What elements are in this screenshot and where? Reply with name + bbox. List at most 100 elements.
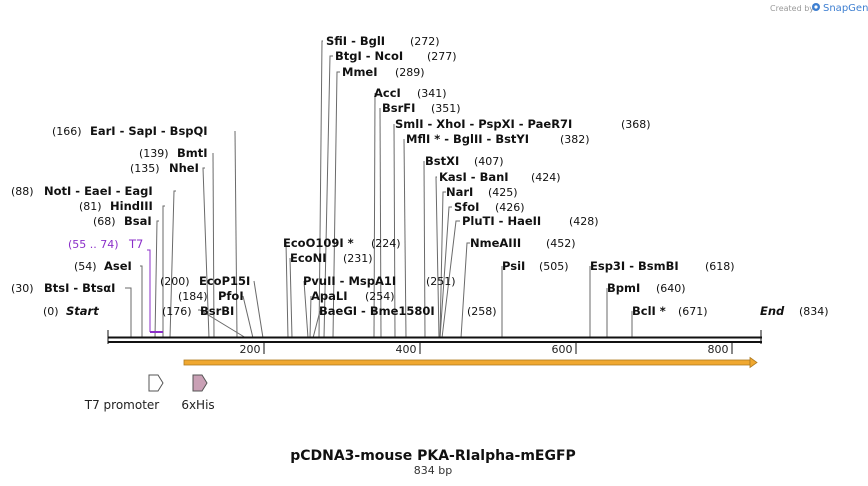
site-position: (258) (467, 305, 497, 318)
site-pfoi[interactable]: (184) PfoI (178, 289, 244, 303)
site-position: (671) (678, 305, 708, 318)
site-name: BmtI (177, 146, 208, 160)
site-name: EcoP15I (199, 274, 250, 288)
site-name: SmlI - XhoI - PspXI - PaeR7I (395, 117, 572, 131)
site-name: PfoI (218, 289, 244, 303)
site-position: (251) (426, 275, 456, 288)
snapgene-logo-icon (812, 3, 820, 11)
site-position: (341) (417, 87, 447, 100)
site-kasi[interactable]: KasI - BanI (424) (439, 170, 561, 184)
site-name: PvuII - MspA1I (303, 274, 396, 288)
site-pluti[interactable]: PluTI - HaeII (428) (462, 214, 599, 228)
site-bsrfi[interactable]: BsrFI (351) (382, 101, 461, 115)
site-name: SfoI (454, 200, 479, 214)
site-acci[interactable]: AccI (341) (374, 86, 447, 100)
site-position: (88) (11, 185, 34, 198)
site-pvuii[interactable]: PvuII - MspA1I (251) (303, 274, 456, 288)
site-nhei[interactable]: (135) NheI (130, 161, 199, 175)
site-position: (200) (160, 275, 190, 288)
tick-label: 400 (396, 343, 417, 356)
site-position: (135) (130, 162, 160, 175)
site-name: PsiI (502, 259, 525, 273)
site-btgi[interactable]: BtgI - NcoI (277) (335, 49, 457, 63)
site-eari[interactable]: (166) EarI - SapI - BspQI (52, 124, 208, 138)
site-position: (277) (427, 50, 457, 63)
site-position: (382) (560, 133, 590, 146)
ruler-ticks: 200 400 600 800 (240, 342, 733, 356)
site-nmeaiii[interactable]: NmeAIII (452) (470, 236, 576, 250)
site-name: BtsI - BtsαI (44, 281, 115, 295)
site-position: (289) (395, 66, 425, 79)
site-name: HindIII (110, 199, 153, 213)
site-econi[interactable]: EcoNI (231) (290, 251, 373, 265)
site-position: (505) (539, 260, 569, 273)
site-mfli[interactable]: MflI * - BglII - BstYI (382) (406, 132, 590, 146)
site-name: BclI * (632, 304, 666, 318)
site-name: EarI - SapI - BspQI (90, 124, 208, 138)
site-name: MmeI (342, 65, 378, 79)
site-hindiii[interactable]: (81) HindIII (79, 199, 153, 213)
site-psii[interactable]: PsiI (505) (502, 259, 569, 273)
end-position: (834) (799, 305, 829, 318)
site-position: (640) (656, 282, 686, 295)
site-bmti[interactable]: (139) BmtI (139, 146, 208, 160)
site-position: (452) (546, 237, 576, 250)
site-mmei[interactable]: MmeI (289) (342, 65, 425, 79)
site-bstxi[interactable]: BstXI (407) (425, 154, 504, 168)
site-ecoo109i[interactable]: EcoO109I * (224) (283, 236, 401, 250)
site-name: AseI (104, 259, 132, 273)
site-btsi[interactable]: (30) BtsI - BtsαI (11, 281, 115, 295)
site-bsrbi[interactable]: (176) BsrBI (162, 304, 234, 318)
site-name: NotI - EaeI - EagI (44, 184, 153, 198)
site-position: (231) (343, 252, 373, 265)
site-name: BaeGI - Bme1580I (319, 304, 435, 318)
site-position: (428) (569, 215, 599, 228)
end-label: End (760, 304, 785, 318)
feature-label-6xhis: 6xHis (181, 398, 214, 412)
site-name: KasI - BanI (439, 170, 509, 184)
site-name: AccI (374, 86, 401, 100)
site-position: (176) (162, 305, 192, 318)
site-name: BsrFI (382, 101, 415, 115)
map-length: 834 bp (414, 464, 452, 477)
site-position: (68) (93, 215, 116, 228)
site-bcli[interactable]: BclI * (671) (632, 304, 708, 318)
site-position: (81) (79, 200, 102, 213)
feature-t7-promoter[interactable]: T7 promoter (84, 374, 164, 412)
site-esp3i[interactable]: Esp3I - BsmBI (618) (590, 259, 735, 273)
site-position: (618) (705, 260, 735, 273)
site-position: (224) (371, 237, 401, 250)
site-position: (351) (431, 102, 461, 115)
site-nari[interactable]: NarI (425) (446, 185, 518, 199)
site-name: ApaLI (311, 289, 348, 303)
site-asei[interactable]: (54) AseI (74, 259, 132, 273)
primer-name: T7 (128, 237, 143, 251)
tick-label: 200 (240, 343, 261, 356)
site-name: NheI (169, 161, 199, 175)
site-position: (407) (474, 155, 504, 168)
primer-t7[interactable]: (55 .. 74) T7 (68, 237, 163, 333)
site-name: Esp3I - BsmBI (590, 259, 679, 273)
site-ecop15i[interactable]: (200) EcoP15I (160, 274, 250, 288)
tick-label: 600 (552, 343, 573, 356)
site-position: (426) (495, 201, 525, 214)
site-name: BsrBI (200, 304, 234, 318)
orf-arrow[interactable] (183, 356, 758, 369)
site-baegi[interactable]: BaeGI - Bme1580I (258) (319, 304, 497, 318)
dna-backbone (107, 330, 762, 344)
site-bpmi[interactable]: BpmI (640) (607, 281, 686, 295)
site-bsai[interactable]: (68) BsaI (93, 214, 152, 228)
site-position: (368) (621, 118, 651, 131)
start-label: Start (66, 304, 99, 318)
site-sfii[interactable]: SfiI - BglI (272) (326, 34, 440, 48)
feature-6xhis[interactable]: 6xHis (181, 374, 215, 412)
site-smli[interactable]: SmlI - XhoI - PspXI - PaeR7I (368) (395, 117, 651, 131)
site-name: MflI * - BglII - BstYI (406, 132, 529, 146)
site-noti[interactable]: (88) NotI - EaeI - EagI (11, 184, 153, 198)
site-position: (139) (139, 147, 169, 160)
site-apali[interactable]: ApaLI (254) (311, 289, 395, 303)
site-name: EcoNI (290, 251, 326, 265)
site-sfoi[interactable]: SfoI (426) (454, 200, 525, 214)
site-name: NarI (446, 185, 473, 199)
